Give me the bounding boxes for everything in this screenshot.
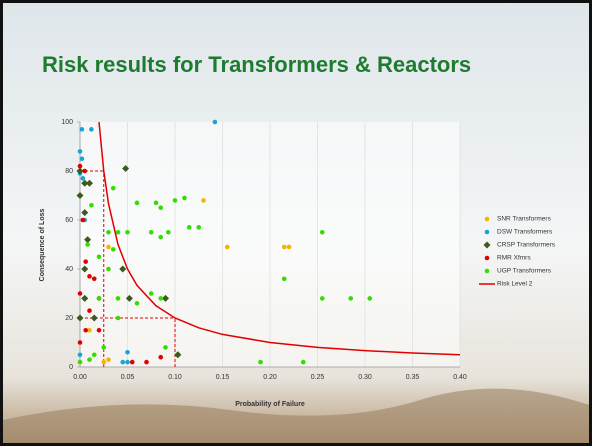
legend-label: UGP Transformers [497,268,552,275]
point [125,360,130,365]
legend-label: Risk Level 2 [497,281,533,288]
point [89,203,94,208]
point [78,340,83,345]
point [158,205,163,210]
point [182,196,187,201]
point [83,259,88,264]
legend-swatch [485,269,490,274]
point [120,360,125,365]
point [196,225,201,230]
legend-swatch [485,217,490,222]
point [116,230,121,235]
point [92,352,97,357]
legend-swatch [485,230,490,235]
x-tick-label: 0.10 [168,374,182,381]
point [97,328,102,333]
point [135,201,140,206]
point [158,235,163,240]
chart: Risk results for Transformers & Reactors… [0,0,592,446]
point [101,345,106,350]
legend-label: CRSP Transformers [497,242,556,249]
point [225,245,230,250]
point [213,120,218,125]
point [125,350,130,355]
point [149,230,154,235]
point [173,198,178,203]
point [149,291,154,296]
point [78,352,83,357]
point [101,360,106,365]
point [78,149,83,154]
point [82,169,87,174]
y-tick-label: 100 [61,119,73,126]
point [367,296,372,301]
y-axis-label: Consequence of Loss [39,209,46,282]
y-tick-label: 60 [65,217,73,224]
point [130,360,135,365]
y-tick-label: 40 [65,266,73,273]
x-tick-label: 0.00 [73,374,87,381]
point [158,296,163,301]
point [201,198,206,203]
point [81,218,86,223]
point [106,230,111,235]
point [287,245,292,250]
y-tick-label: 20 [65,315,73,322]
legend-label: RMR Xfmrs [497,255,531,262]
point [87,308,92,313]
point [85,242,90,247]
point [116,316,121,321]
chart-title: Risk results for Transformers & Reactors [42,52,471,77]
point [106,357,111,362]
x-tick-label: 0.15 [216,374,230,381]
point [116,296,121,301]
x-tick-label: 0.30 [358,374,372,381]
x-tick-label: 0.25 [311,374,325,381]
point [258,360,263,365]
point [83,328,88,333]
point [282,245,287,250]
point [282,277,287,282]
x-tick-label: 0.20 [263,374,277,381]
y-tick-label: 0 [69,364,73,371]
point [154,201,159,206]
point [158,355,163,360]
legend-swatch [485,256,490,261]
x-tick-label: 0.35 [406,374,420,381]
point [89,127,94,132]
point [78,360,83,365]
point [125,230,130,235]
point [78,164,83,169]
point [80,156,85,161]
point [301,360,306,365]
point [320,230,325,235]
slide: Risk results for Transformers & Reactors… [0,0,592,446]
point [320,296,325,301]
x-tick-label: 0.05 [121,374,135,381]
point [111,247,116,252]
point [348,296,353,301]
point [106,267,111,272]
point [166,230,171,235]
point [78,291,83,296]
x-axis-label: Probability of Failure [235,401,305,408]
point [144,360,149,365]
x-tick-label: 0.40 [453,374,467,381]
point [111,186,116,191]
point [135,301,140,306]
point [80,127,85,132]
y-tick-label: 80 [65,168,73,175]
point [87,274,92,279]
point [81,176,86,181]
legend-label: DSW Transformers [497,229,553,236]
point [163,345,168,350]
point [97,296,102,301]
point [92,277,97,282]
point [106,245,111,250]
point [87,357,92,362]
point [97,254,102,259]
legend-label: SNR Transformers [497,216,552,223]
point [187,225,192,230]
